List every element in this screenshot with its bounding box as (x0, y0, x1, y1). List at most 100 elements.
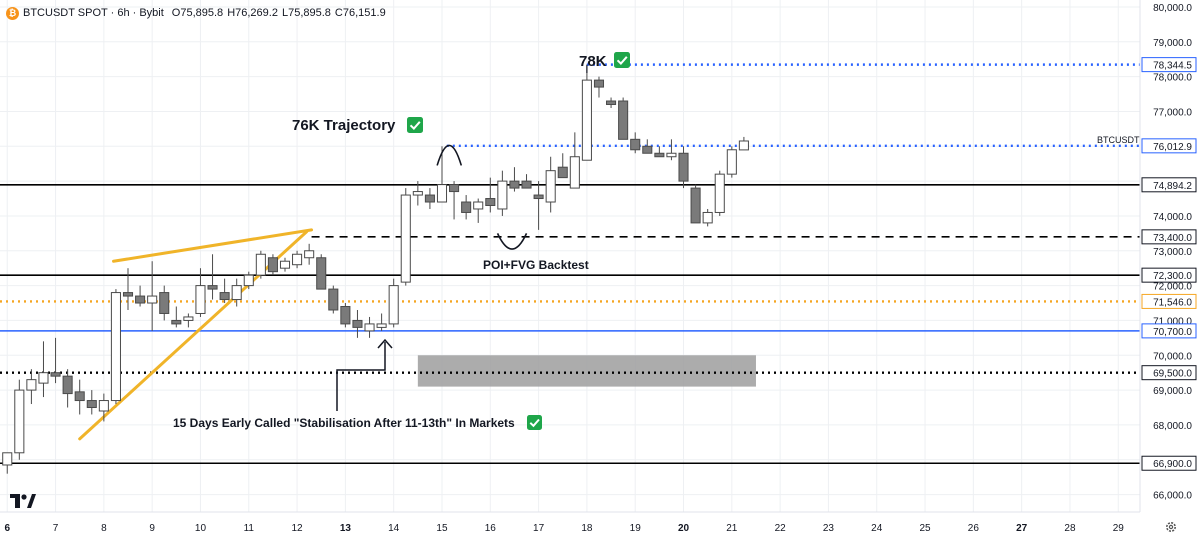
tradingview-logo-icon[interactable] (10, 494, 36, 513)
price-level-label: 76,012.9 (1153, 142, 1192, 153)
high-value: 76,269.2 (235, 7, 278, 19)
time-tick-label: 9 (149, 523, 155, 534)
candle-body (352, 319, 363, 328)
candle-body (509, 180, 520, 189)
candle-body (557, 166, 568, 179)
candle-body (255, 253, 266, 276)
time-tick-label: 17 (533, 523, 545, 534)
candle-body (86, 400, 97, 409)
candle-body (14, 389, 25, 454)
candle-body (183, 316, 194, 321)
candle-body (666, 152, 677, 158)
low-value: 75,895.8 (288, 7, 331, 19)
candle-body (2, 452, 13, 466)
time-tick-label: 16 (485, 523, 497, 534)
time-tick-label: 14 (388, 523, 400, 534)
support-zone-box (417, 355, 756, 387)
candle-body (74, 391, 85, 402)
time-tick-label: 21 (726, 523, 738, 534)
price-level-label: 72,300.0 (1153, 271, 1192, 282)
arc-bottom-marker (496, 233, 528, 250)
price-level-label: 70,700.0 (1153, 327, 1192, 338)
candle-body (147, 295, 158, 304)
candle-body (38, 372, 49, 384)
price-level-label: 66,900.0 (1153, 459, 1192, 470)
label-76k-trajectory: 76K Trajectory (292, 117, 396, 134)
price-tick-label: 80,000.0 (1153, 3, 1192, 14)
candle-body (461, 201, 472, 213)
price-level-tag (1141, 365, 1197, 381)
candle-body (388, 285, 399, 325)
candle-body (436, 184, 448, 203)
price-tick-label: 68,000.0 (1153, 421, 1192, 432)
price-level-tag (1141, 177, 1197, 193)
wedge-trendline (112, 228, 314, 263)
candle-body (110, 292, 121, 402)
price-tick-label: 77,000.0 (1153, 107, 1192, 118)
candle-body (485, 198, 496, 206)
candle-body (533, 194, 544, 200)
candle-body (738, 140, 749, 151)
price-level-tag (1141, 267, 1197, 283)
price-tick-label: 79,000.0 (1153, 38, 1192, 49)
candle-body (328, 288, 339, 311)
candle-body (412, 191, 423, 196)
time-tick-label: 22 (775, 523, 787, 534)
candle-body (449, 184, 460, 193)
stabilisation-arrow (336, 342, 386, 411)
candle-body (195, 285, 206, 314)
candle-body (304, 250, 315, 259)
candle-body (714, 173, 725, 213)
candle-body (279, 260, 291, 269)
checkmark-icon (527, 415, 542, 430)
candle-body (497, 180, 508, 210)
price-tick-label: 73,000.0 (1153, 247, 1192, 258)
candle-body (122, 292, 134, 297)
checkmark-icon (614, 52, 630, 68)
candle-body (135, 295, 146, 304)
candle-body (726, 149, 737, 175)
price-level-tag (1141, 57, 1197, 73)
candle-body (62, 375, 73, 395)
time-tick-label: 27 (1016, 523, 1028, 534)
checkmark-icon (529, 418, 540, 428)
candle-body (207, 285, 218, 290)
candle-body (473, 201, 484, 210)
candle-body (400, 194, 411, 283)
level-lines-layer (0, 63, 1140, 465)
candle-body (243, 274, 254, 287)
price-tick-label: 78,000.0 (1153, 73, 1192, 84)
symbol-tag-label: BTCUSDT (1097, 135, 1140, 145)
candle-body (364, 323, 375, 332)
candle-body (98, 400, 109, 412)
time-tick-label: 12 (292, 523, 304, 534)
candle-body (340, 306, 351, 325)
gear-icon[interactable] (1164, 520, 1178, 539)
price-level-label: 73,400.0 (1153, 233, 1192, 244)
time-tick-label: 13 (340, 523, 352, 534)
price-level-tag (1141, 138, 1197, 154)
candle-body (678, 152, 689, 182)
price-level-tag (1141, 323, 1197, 339)
candle-body (50, 372, 61, 377)
price-level-tag (1141, 229, 1197, 245)
time-tick-label: 10 (195, 523, 207, 534)
annotations-layer: 78K 76K Trajectory POI+FVG Backtest 15 Days… (173, 52, 630, 430)
checkmark-icon (616, 56, 628, 65)
price-tick-label: 74,000.0 (1153, 212, 1192, 223)
candle-body (219, 292, 230, 301)
checkmark-icon (407, 117, 423, 133)
candle-body (316, 257, 327, 290)
candle-body (424, 194, 435, 203)
symbol-title: BTCUSDT SPOT · 6h · Bybit (23, 7, 164, 19)
time-tick-label: 26 (968, 523, 980, 534)
candle-body (618, 100, 629, 140)
grid-lines (0, 0, 1140, 512)
label-stabilisation: 15 Days Early Called "Stabilisation Afte… (173, 416, 515, 430)
gray-zone-layer (417, 355, 756, 387)
time-tick-label: 29 (1113, 523, 1125, 534)
price-level-label: 78,344.5 (1153, 61, 1192, 72)
